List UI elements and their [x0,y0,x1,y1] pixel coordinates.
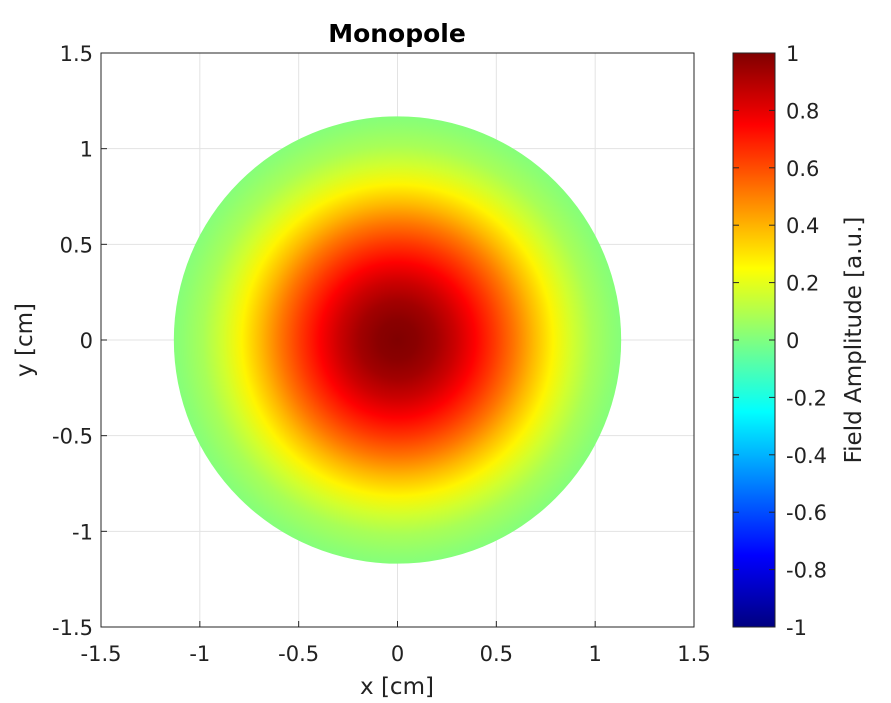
colorbar-tick-label: 0 [786,329,799,353]
y-tick-label: 1.5 [60,42,93,66]
colorbar-tick-label: 0.4 [786,214,819,238]
y-tick-label: -1 [72,520,93,544]
colorbar-tick-label: 1 [786,42,799,66]
x-tick-label: -0.5 [278,642,319,666]
x-ticks: -1.5 -1 -0.5 0 0.5 1 1.5 [81,621,711,666]
colorbar-tick-label: 0.2 [786,272,819,296]
y-tick-label: 1 [80,138,93,162]
y-ticks: -1.5 -1 -0.5 0 0.5 1 1.5 [52,42,107,640]
colorbar-ticks: -1 -0.8 -0.6 -0.4 -0.2 0 0.2 0.4 0.6 0.8 1 [733,42,827,640]
colorbar-tick-label: -1 [786,616,807,640]
x-tick-label: 0.5 [480,642,513,666]
colorbar-tick-label: 0.8 [786,99,819,123]
colorbar-tick-label: -0.8 [786,559,827,583]
y-tick-label: 0 [80,329,93,353]
colorbar-label: Field Amplitude [a.u.] [841,217,867,464]
x-axis-label: x [cm] [360,674,434,700]
x-tick-label: 1 [588,642,601,666]
y-tick-label: -1.5 [52,616,93,640]
colorbar-tick-label: -0.6 [786,501,827,525]
x-tick-label: 0 [391,642,404,666]
field-disk [173,116,622,564]
y-tick-label: 0.5 [60,233,93,257]
x-tick-label: -1.5 [81,642,122,666]
x-tick-label: -1 [189,642,210,666]
colorbar-tick-label: -0.4 [786,444,827,468]
colorbar: -1 -0.8 -0.6 -0.4 -0.2 0 0.2 0.4 0.6 0.8 1 [732,42,827,640]
y-tick-label: -0.5 [52,425,93,449]
colorbar-tick-label: 0.6 [786,157,819,181]
x-tick-label: 1.5 [677,642,710,666]
colorbar-strip [732,52,776,628]
y-axis-label: y [cm] [12,303,38,377]
plot-area: -1.5 -1 -0.5 0 0.5 1 1.5 -1.5 -1 -0.5 0 0.5 1 1.5 [52,42,711,666]
chart-title: Monopole [328,19,466,48]
colorbar-tick-label: -0.2 [786,386,827,410]
